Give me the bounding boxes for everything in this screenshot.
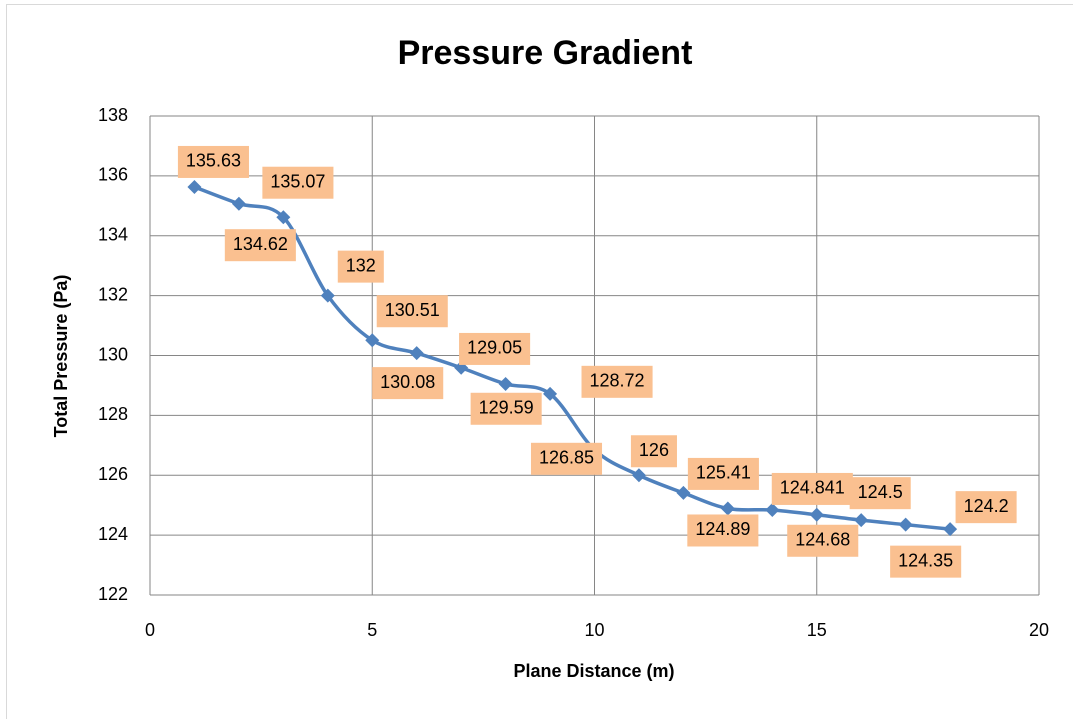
data-label: 129.05 [467,338,522,358]
point-marker [720,501,735,516]
data-label-box [890,545,962,578]
point-marker [320,288,335,303]
x-tick-label: 15 [807,620,827,640]
data-label-box [530,442,603,475]
data-label: 129.59 [479,398,534,418]
y-tick-label: 126 [98,464,128,484]
data-label: 124.35 [898,550,953,570]
data-label: 126.85 [539,448,594,468]
point-marker [898,517,913,532]
data-label: 135.07 [270,171,325,191]
data-label-box [955,491,1017,524]
data-label-box [262,166,334,199]
data-label-box [787,524,859,557]
data-label-box [687,514,759,547]
point-marker [943,522,958,537]
x-tick-label: 5 [367,620,377,640]
y-tick-label: 138 [98,105,128,125]
data-label-box [376,295,448,328]
y-tick-label: 136 [98,165,128,185]
point-marker [231,196,246,211]
data-label-box [470,392,542,425]
data-label: 124.5 [858,482,903,502]
x-axis-title: Plane Distance (m) [513,661,674,681]
data-label-box [630,435,677,468]
data-label-box [177,145,249,178]
data-label: 135.63 [186,151,241,171]
data-label: 124.841 [780,478,845,498]
point-marker [187,179,202,194]
y-tick-label: 122 [98,584,128,604]
y-tick-label: 134 [98,225,128,245]
data-label-box [459,332,531,365]
chart-title: Pressure Gradient [398,34,693,72]
data-label: 124.89 [695,519,750,539]
y-tick-label: 124 [98,524,128,544]
data-label-box [771,472,853,505]
data-label-box [581,365,653,398]
point-marker [365,333,380,348]
data-label: 126 [639,440,669,460]
data-label-box [849,477,911,510]
x-tick-label: 10 [584,620,604,640]
x-tick-label: 0 [145,620,155,640]
chart-frame [6,4,1073,719]
data-label-box [687,457,759,490]
y-tick-label: 132 [98,284,128,304]
data-label: 130.08 [380,372,435,392]
data-label: 124.68 [795,530,850,550]
data-label-box [372,367,444,400]
point-marker [676,485,691,500]
y-axis-title: Total Pressure (Pa) [51,275,71,438]
point-marker [631,468,646,483]
point-marker [498,376,513,391]
point-marker [809,507,824,522]
data-label-box [337,250,384,283]
data-label: 125.41 [696,463,751,483]
data-label: 130.51 [385,300,440,320]
data-label-box [224,229,296,262]
data-label: 132 [346,255,376,275]
point-marker [765,502,780,517]
point-marker [409,346,424,361]
point-marker [276,210,291,225]
point-marker [543,386,558,401]
y-tick-label: 128 [98,404,128,424]
x-tick-label: 20 [1029,620,1049,640]
point-marker [854,513,869,528]
data-label: 124.2 [964,496,1009,516]
data-label: 134.62 [233,234,288,254]
data-label: 128.72 [590,371,645,391]
y-tick-label: 130 [98,344,128,364]
